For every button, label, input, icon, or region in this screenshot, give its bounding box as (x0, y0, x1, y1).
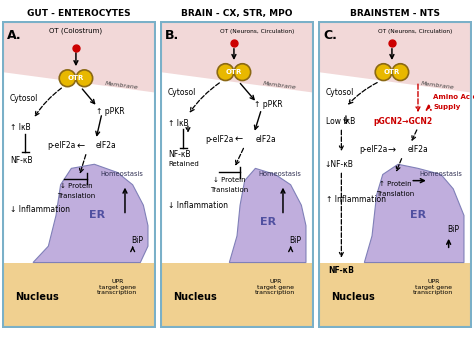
Text: GUT - ENTEROCYTES: GUT - ENTEROCYTES (27, 9, 131, 18)
Text: Cytosol: Cytosol (326, 88, 355, 97)
Text: ↑ pPKR: ↑ pPKR (254, 101, 283, 109)
Text: ↑ Protein: ↑ Protein (379, 181, 411, 187)
Text: UPR
target gene
transcription: UPR target gene transcription (255, 279, 295, 295)
Polygon shape (319, 21, 472, 92)
Polygon shape (2, 21, 155, 92)
Text: p-eIF2a: p-eIF2a (206, 135, 234, 144)
Text: Nucleus: Nucleus (15, 292, 58, 302)
Text: eIF2a: eIF2a (96, 141, 117, 150)
Text: Translation: Translation (210, 187, 248, 193)
Ellipse shape (59, 70, 76, 87)
Text: BiP: BiP (289, 236, 301, 245)
Ellipse shape (392, 64, 409, 81)
Text: Translation: Translation (376, 191, 414, 197)
Text: Membrane: Membrane (263, 81, 297, 90)
Text: eIF2a: eIF2a (255, 135, 276, 144)
Text: BiP: BiP (447, 225, 459, 234)
Text: OT (Neurons, Circulation): OT (Neurons, Circulation) (220, 29, 294, 34)
Polygon shape (160, 262, 314, 328)
Text: BiP: BiP (131, 236, 143, 245)
Text: ↓ Inflammation: ↓ Inflammation (10, 205, 70, 214)
Text: UPR
target gene
transcription: UPR target gene transcription (413, 279, 454, 295)
Text: pGCN2→GCN2: pGCN2→GCN2 (373, 117, 432, 126)
Text: →: → (388, 145, 396, 155)
Text: OTR: OTR (68, 75, 84, 81)
Text: Homeostasis: Homeostasis (419, 171, 463, 178)
Text: ↑ Inflammation: ↑ Inflammation (326, 195, 386, 203)
Polygon shape (2, 262, 155, 328)
Text: OT (Neurons, Circulation): OT (Neurons, Circulation) (378, 29, 452, 34)
Text: ↓NF-κB: ↓NF-κB (325, 160, 354, 169)
Text: UPR
target gene
transcription: UPR target gene transcription (97, 279, 137, 295)
Text: Membrane: Membrane (421, 81, 455, 90)
Text: Membrane: Membrane (105, 81, 139, 90)
Text: Translation: Translation (57, 193, 95, 199)
Text: OT (Colostrum): OT (Colostrum) (49, 28, 102, 35)
Text: Nucleus: Nucleus (173, 292, 216, 302)
Text: OTR: OTR (226, 69, 242, 75)
Text: Low IκB: Low IκB (326, 117, 356, 126)
Ellipse shape (76, 70, 92, 87)
Text: ER: ER (410, 210, 426, 221)
Polygon shape (319, 72, 472, 262)
Text: NF-κB: NF-κB (10, 156, 33, 165)
Ellipse shape (375, 64, 392, 81)
Text: OTR: OTR (384, 69, 400, 75)
Text: ER: ER (260, 217, 276, 227)
Text: ←: ← (235, 135, 243, 145)
Polygon shape (2, 72, 155, 262)
Text: Cytosol: Cytosol (168, 88, 196, 97)
Text: ↑ pPKR: ↑ pPKR (96, 106, 125, 116)
Text: eIF2a: eIF2a (407, 146, 428, 154)
Text: A.: A. (7, 29, 22, 42)
Text: ↓ Protein: ↓ Protein (213, 177, 246, 183)
Polygon shape (365, 164, 464, 262)
Text: Homeostasis: Homeostasis (100, 171, 143, 178)
Polygon shape (33, 164, 148, 262)
Text: BRAIN - CX, STR, MPO: BRAIN - CX, STR, MPO (181, 9, 293, 18)
Text: ←: ← (76, 141, 84, 151)
Text: ↑ IκB: ↑ IκB (10, 123, 31, 132)
Polygon shape (229, 168, 306, 262)
Text: BRAINSTEM - NTS: BRAINSTEM - NTS (350, 9, 440, 18)
Text: Retained: Retained (168, 161, 199, 167)
Text: ER: ER (89, 210, 105, 221)
Text: Supply: Supply (433, 104, 461, 110)
Text: p-eIF2a: p-eIF2a (359, 146, 387, 154)
Text: Cytosol: Cytosol (10, 94, 38, 103)
Text: Nucleus: Nucleus (331, 292, 374, 302)
Text: NF-κB: NF-κB (328, 266, 354, 275)
Text: C.: C. (323, 29, 337, 42)
Polygon shape (160, 72, 314, 262)
Polygon shape (160, 21, 314, 92)
Text: p-eIF2a: p-eIF2a (47, 141, 76, 150)
Text: B.: B. (165, 29, 179, 42)
Text: Amino Acid: Amino Acid (433, 94, 474, 100)
Text: ↑ IκB: ↑ IκB (168, 119, 189, 128)
Ellipse shape (234, 64, 251, 81)
Polygon shape (319, 262, 472, 328)
Text: Homeostasis: Homeostasis (258, 171, 301, 178)
Ellipse shape (217, 64, 234, 81)
Text: ↓ Protein: ↓ Protein (60, 183, 92, 189)
Text: ↓ Inflammation: ↓ Inflammation (168, 201, 228, 210)
Text: NF-κB: NF-κB (168, 149, 191, 158)
